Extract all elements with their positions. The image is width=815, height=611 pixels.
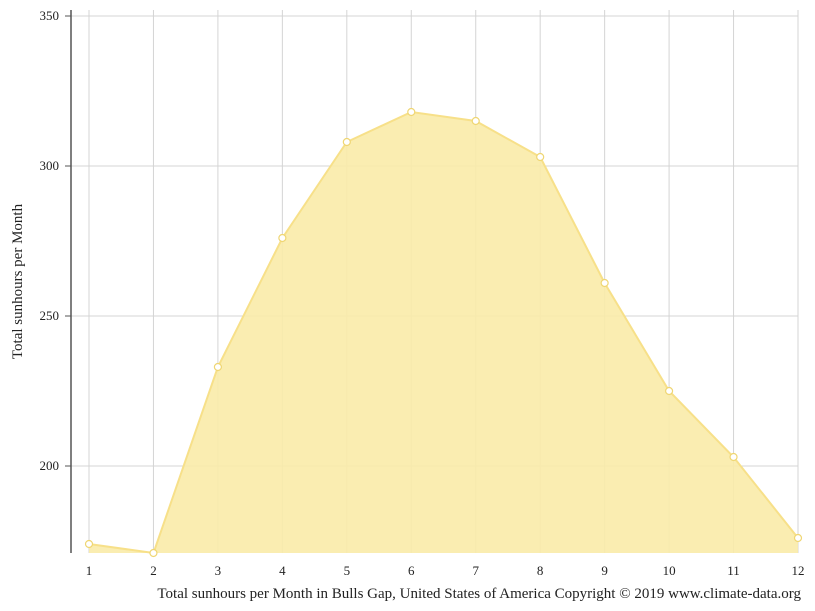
data-point (664, 386, 674, 396)
x-tick-label: 11 (727, 563, 740, 578)
x-tick-label: 12 (792, 563, 805, 578)
x-tick-label: 8 (537, 563, 544, 578)
sunhours-area (89, 112, 798, 553)
x-tick-label: 6 (408, 563, 415, 578)
data-point (600, 278, 609, 288)
y-tick-label: 300 (40, 158, 60, 173)
data-point (213, 362, 223, 372)
x-tick-label: 9 (601, 563, 608, 578)
x-tick-labels: 1 2 3 4 5 6 7 8 9 10 11 12 (86, 563, 805, 578)
y-tick-label: 250 (40, 308, 60, 323)
data-point (84, 539, 94, 549)
data-point (342, 137, 351, 147)
chart-caption: Total sunhours per Month in Bulls Gap, U… (157, 586, 801, 602)
data-points (84, 107, 803, 558)
data-point (536, 152, 545, 162)
data-point (471, 116, 480, 126)
y-tick-label: 350 (40, 8, 60, 23)
data-point (149, 548, 158, 558)
x-tick-label: 10 (663, 563, 676, 578)
x-tick-label: 5 (344, 563, 351, 578)
data-point (729, 452, 738, 462)
data-point (793, 533, 803, 543)
sunhours-line (88, 110, 799, 555)
x-tick-label: 7 (472, 563, 479, 578)
x-tick-label: 4 (279, 563, 286, 578)
y-axis-title: Total sunhours per Month (10, 203, 26, 359)
x-tick-label: 3 (215, 563, 222, 578)
data-point (278, 233, 287, 243)
y-tick-labels: 200 250 300 350 (40, 8, 71, 473)
data-point (407, 107, 416, 117)
x-tick-label: 2 (150, 563, 157, 578)
x-tick-label: 1 (86, 563, 93, 578)
y-tick-label: 200 (40, 458, 60, 473)
